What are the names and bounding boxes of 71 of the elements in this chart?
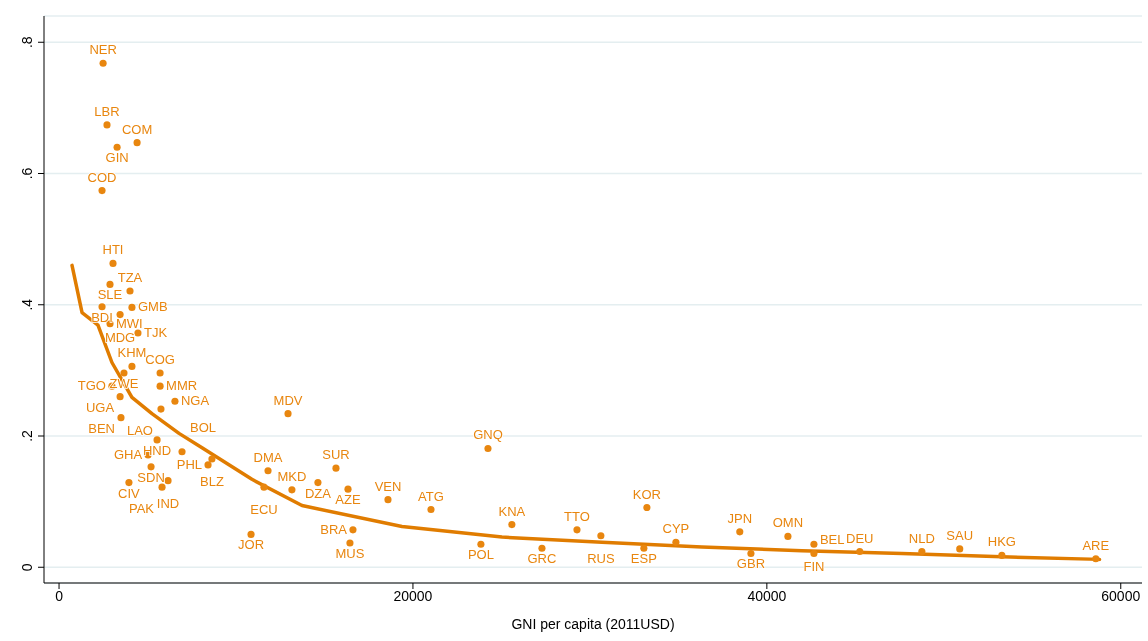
data-label: JPN — [727, 510, 753, 526]
data-label: HND — [142, 442, 172, 458]
data-label: BEN — [88, 420, 115, 436]
data-label: KNA — [498, 503, 526, 519]
data-label: MWI — [116, 315, 143, 331]
data-label: SLE — [97, 287, 123, 303]
x-tick-label: 60000 — [1101, 587, 1141, 604]
data-label: OMN — [772, 515, 804, 531]
y-tick-label: .4 — [19, 298, 35, 311]
data-label: UGA — [85, 399, 115, 415]
data-label: SDN — [137, 469, 165, 485]
data-label: VEN — [374, 478, 402, 494]
data-label: COM — [121, 121, 153, 137]
data-label: GMB — [137, 299, 168, 315]
data-label: BLZ — [200, 473, 224, 489]
data-label: GNQ — [473, 427, 503, 443]
data-label: GBR — [736, 556, 766, 572]
data-label: KHM — [117, 345, 147, 361]
data-label: ARE — [1082, 537, 1110, 553]
data-label: MUS — [335, 545, 365, 561]
data-label: RUS — [587, 550, 615, 566]
data-label: NGA — [180, 393, 210, 409]
data-label: NLD — [908, 530, 935, 546]
data-label: DMA — [253, 449, 283, 465]
data-label: SAU — [946, 527, 974, 543]
data-label: HTI — [102, 242, 124, 258]
x-axis-title: GNI per capita (2011USD) — [511, 616, 675, 632]
data-label: IND — [156, 495, 180, 511]
data-label: TZA — [117, 269, 143, 285]
data-label: LAO — [126, 423, 153, 439]
data-label: MMR — [166, 378, 198, 394]
data-label: BDI — [91, 309, 113, 325]
data-label: MDV — [273, 392, 303, 408]
data-label: GIN — [105, 150, 129, 166]
data-label: DEU — [846, 530, 874, 546]
data-label: CIV — [118, 485, 141, 501]
data-label: BOL — [190, 419, 217, 435]
data-label: POL — [467, 547, 494, 563]
data-label: COD — [87, 169, 117, 185]
data-label: ESP — [630, 551, 657, 567]
data-label: ECU — [250, 502, 278, 518]
data-label: MKD — [277, 468, 307, 484]
x-tick-label: 20000 — [393, 587, 433, 604]
data-label: GRC — [527, 551, 557, 567]
data-label: COG — [145, 352, 175, 367]
data-label: MDG — [104, 329, 136, 345]
y-tick-label: .6 — [19, 167, 35, 180]
y-tick-label: .8 — [19, 36, 35, 49]
data-label: ATG — [418, 488, 444, 504]
x-tick-label: 40000 — [747, 587, 787, 604]
data-label: BEL — [819, 532, 845, 548]
data-label: AZE — [335, 492, 361, 508]
data-label: SUR — [322, 447, 350, 463]
data-label: TJK — [143, 324, 168, 340]
data-label: FIN — [803, 559, 825, 575]
y-tick-label: 0 — [19, 563, 35, 572]
data-label: LBR — [94, 103, 120, 119]
data-label: HKG — [987, 534, 1016, 550]
data-label: CYP — [662, 521, 690, 537]
data-label: GHA — [113, 447, 143, 463]
data-label: BRA — [320, 521, 348, 537]
data-label: PHL — [176, 456, 203, 472]
data-label: TTO — [564, 508, 590, 524]
data-label: KOR — [632, 486, 661, 502]
data-label: NER — [89, 42, 117, 58]
data-label: JOR — [238, 537, 265, 553]
x-tick-label: 0 — [55, 587, 64, 604]
y-tick-label: .2 — [19, 429, 35, 442]
data-label: DZA — [304, 485, 332, 501]
data-label: PAK — [128, 501, 155, 517]
data-label: TGO — [77, 378, 106, 394]
